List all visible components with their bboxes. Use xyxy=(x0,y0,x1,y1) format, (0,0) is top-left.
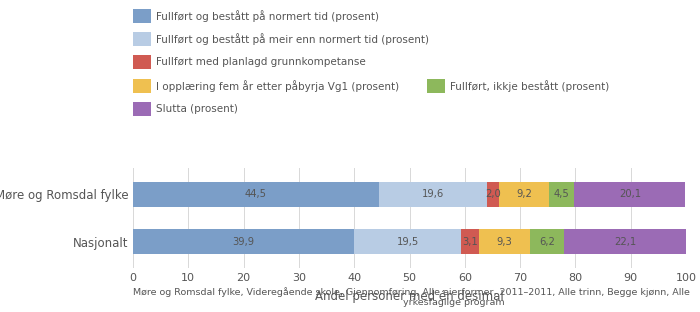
Text: Fullført, ikkje bestått (prosent): Fullført, ikkje bestått (prosent) xyxy=(450,80,609,92)
Bar xyxy=(564,230,687,254)
Bar xyxy=(133,230,354,254)
Text: Slutta (prosent): Slutta (prosent) xyxy=(156,104,238,114)
Text: 19,6: 19,6 xyxy=(422,189,444,199)
Text: 2,0: 2,0 xyxy=(485,189,501,199)
Bar xyxy=(574,182,685,207)
X-axis label: Andel personer med én desimal: Andel personer med én desimal xyxy=(315,290,504,303)
Bar xyxy=(479,230,530,254)
Text: Fullført og bestått på meir enn normert tid (prosent): Fullført og bestått på meir enn normert … xyxy=(156,33,429,45)
Text: I opplæring fem år etter påbyrja Vg1 (prosent): I opplæring fem år etter påbyrja Vg1 (pr… xyxy=(156,80,399,92)
Bar xyxy=(498,182,550,207)
Text: 9,3: 9,3 xyxy=(496,237,512,247)
Text: 6,2: 6,2 xyxy=(539,237,555,247)
Text: 44,5: 44,5 xyxy=(245,189,267,199)
Text: Fullført med planlagd grunnkompetanse: Fullført med planlagd grunnkompetanse xyxy=(156,57,366,67)
Bar xyxy=(133,182,379,207)
Text: 39,9: 39,9 xyxy=(232,237,254,247)
Bar xyxy=(379,182,487,207)
Bar xyxy=(354,230,461,254)
Text: 3,1: 3,1 xyxy=(462,237,478,247)
Text: 9,2: 9,2 xyxy=(516,189,532,199)
Bar xyxy=(461,230,479,254)
Text: 19,5: 19,5 xyxy=(396,237,419,247)
Bar xyxy=(487,182,498,207)
Text: Fullført og bestått på normert tid (prosent): Fullført og bestått på normert tid (pros… xyxy=(156,10,379,22)
Text: 20,1: 20,1 xyxy=(619,189,641,199)
Bar xyxy=(530,230,564,254)
Text: 4,5: 4,5 xyxy=(554,189,570,199)
Text: Møre og Romsdal fylke, Videregående skole, Gjennomføring, Alle eierformer, 2011–: Møre og Romsdal fylke, Videregående skol… xyxy=(133,287,690,307)
Bar xyxy=(550,182,574,207)
Text: 22,1: 22,1 xyxy=(615,237,636,247)
